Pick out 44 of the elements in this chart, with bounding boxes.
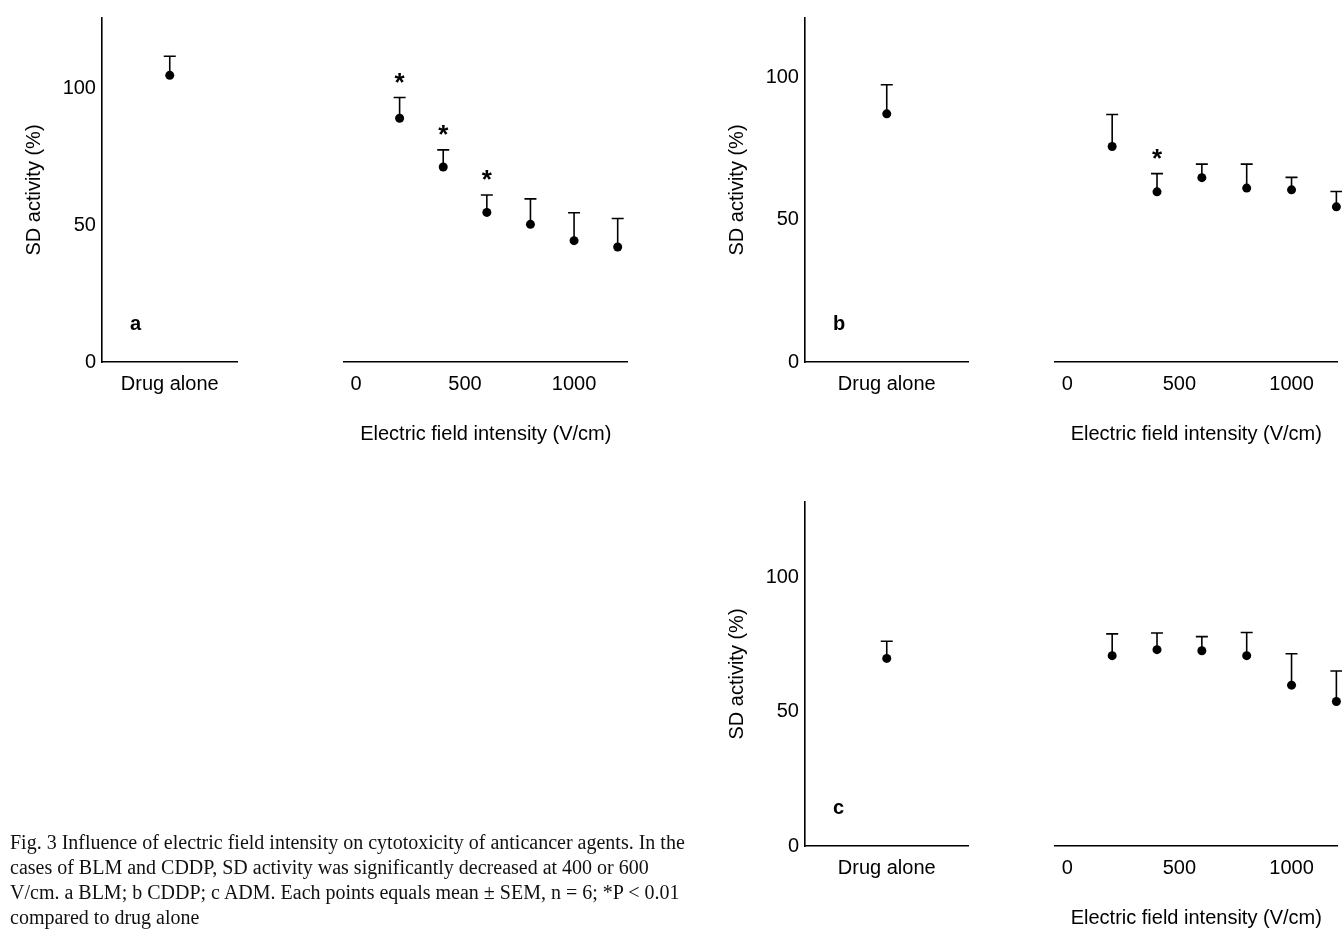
- y-axis-title: SD activity (%): [724, 608, 747, 740]
- y-tick-label: 0: [787, 833, 799, 856]
- point: [1331, 202, 1341, 212]
- point: [1242, 651, 1252, 661]
- y-axis-title: SD activity (%): [21, 124, 44, 256]
- x-tick-label: Drug alone: [837, 371, 936, 394]
- y-tick-label: 0: [84, 349, 96, 372]
- x-tick-label: 500: [1162, 855, 1197, 878]
- point: [395, 113, 405, 123]
- y-tick-label: 50: [776, 699, 799, 722]
- annotation: c: [833, 795, 845, 818]
- annotation: *: [394, 66, 406, 97]
- annotation: *: [481, 164, 493, 195]
- point: [613, 242, 623, 252]
- point: [1242, 183, 1252, 193]
- x-tick-label: Drug alone: [837, 855, 936, 878]
- point: [1287, 185, 1297, 195]
- x-axis-title: Electric field intensity (V/cm): [360, 421, 612, 444]
- x-axis-title: Electric field intensity (V/cm): [1070, 421, 1322, 444]
- x-tick-label: Drug alone: [120, 371, 219, 394]
- y-tick-label: 50: [73, 213, 96, 236]
- y-axis-title: SD activity (%): [724, 124, 747, 256]
- y-tick-label: 0: [787, 349, 799, 372]
- x-tick-label: 0: [350, 371, 362, 394]
- annotation: *: [438, 119, 450, 149]
- point: [525, 219, 535, 229]
- annotation: a: [130, 311, 142, 334]
- y-tick-label: 100: [765, 564, 799, 587]
- annotation: b: [833, 311, 846, 334]
- x-tick-label: 1000: [551, 371, 597, 394]
- x-axis-title: Electric field intensity (V/cm): [1070, 905, 1322, 928]
- y-tick-label: 50: [776, 207, 799, 230]
- x-tick-label: 1000: [1269, 371, 1314, 394]
- x-tick-label: 0: [1061, 371, 1073, 394]
- x-tick-label: 500: [1162, 371, 1197, 394]
- x-tick-label: 0: [1061, 855, 1073, 878]
- x-tick-label: 500: [448, 371, 482, 394]
- x-tick-label: 1000: [1269, 855, 1314, 878]
- caption: Fig. 3 Influence of electric field intensity on cytotoxicity of anticancer agents. In the cases of BLM and CDDP, SD activity was significantly decreased at 400 or 600 V/cm. a BLM; b CDDP; c ADM. Each points equals mean ± SEM, n = 6; *P < 0.01 compared to drug alone: [10, 830, 686, 930]
- point: [1287, 680, 1297, 690]
- y-tick-label: 100: [765, 65, 799, 88]
- annotation: *: [1151, 142, 1163, 173]
- point: [1331, 696, 1341, 706]
- y-tick-label: 100: [62, 76, 96, 99]
